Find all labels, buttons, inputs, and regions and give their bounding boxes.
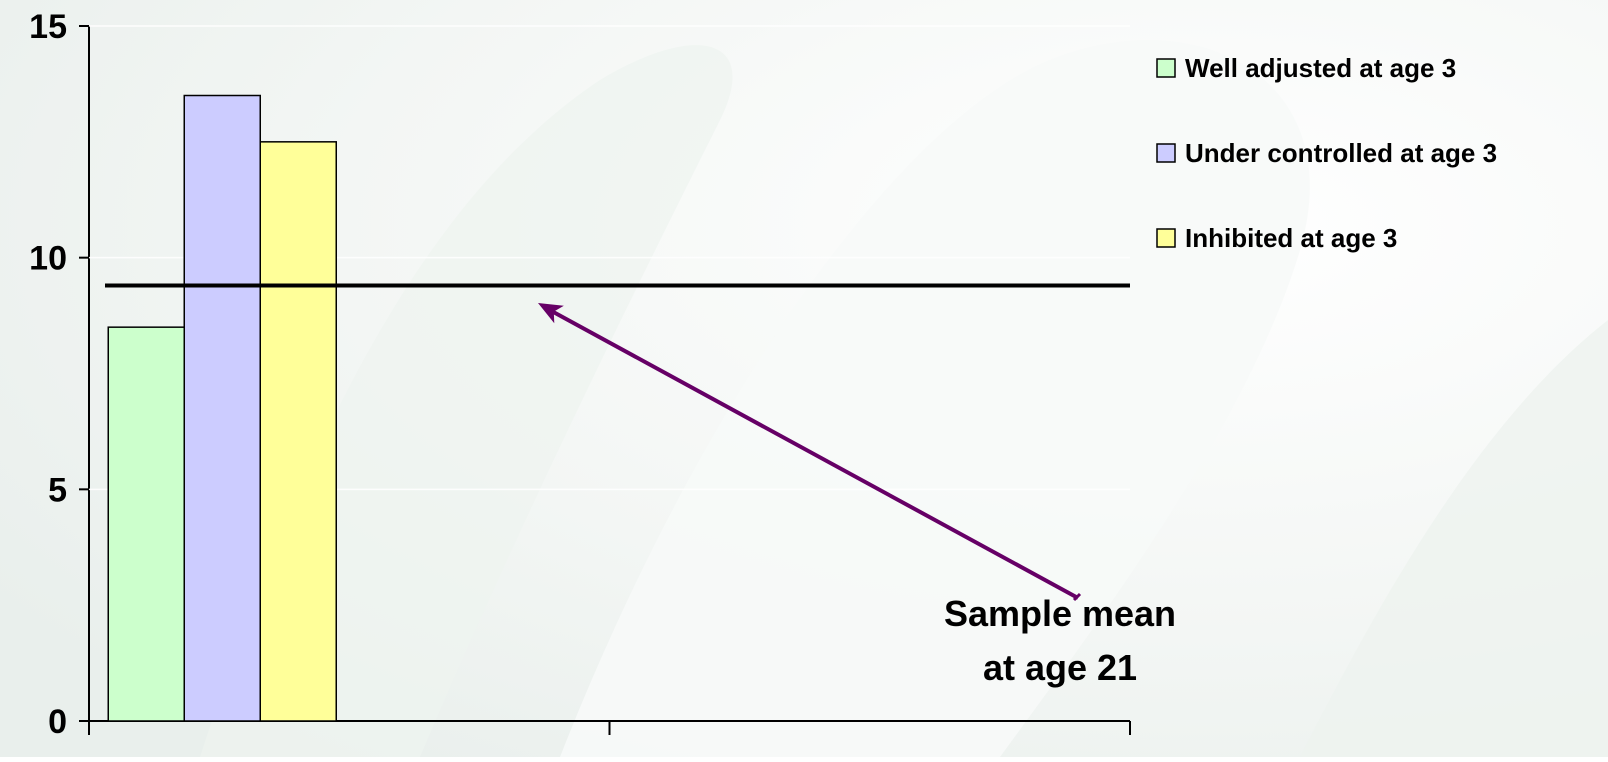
legend-swatch (1156, 228, 1176, 248)
annotation-arrow-head (538, 303, 564, 324)
legend-swatch (1156, 58, 1176, 78)
bar (107, 326, 185, 722)
y-tick-label: 5 (48, 471, 67, 509)
legend-swatch (1156, 143, 1176, 163)
legend-label: Under controlled at age 3 (1185, 138, 1497, 168)
annotation-arrow-tail (1072, 592, 1082, 602)
annotation-arrow-shaft (545, 306, 1079, 600)
y-tick-label: 0 (48, 703, 67, 741)
annotation-label-line-1: Sample mean (944, 593, 1176, 634)
legend-label: Inhibited at age 3 (1185, 223, 1397, 253)
legend: Well adjusted at age 3 Under controlled a… (1156, 53, 1497, 253)
annotation-group: Sample mean at age 21 (538, 303, 1176, 688)
y-tick-label: 15 (29, 8, 67, 46)
bar (183, 94, 261, 722)
bar (259, 141, 337, 722)
annotation-label-line-2: at age 21 (983, 647, 1137, 688)
y-tick-label: 10 (29, 240, 67, 278)
legend-label: Well adjusted at age 3 (1185, 53, 1456, 83)
bars (107, 94, 337, 722)
